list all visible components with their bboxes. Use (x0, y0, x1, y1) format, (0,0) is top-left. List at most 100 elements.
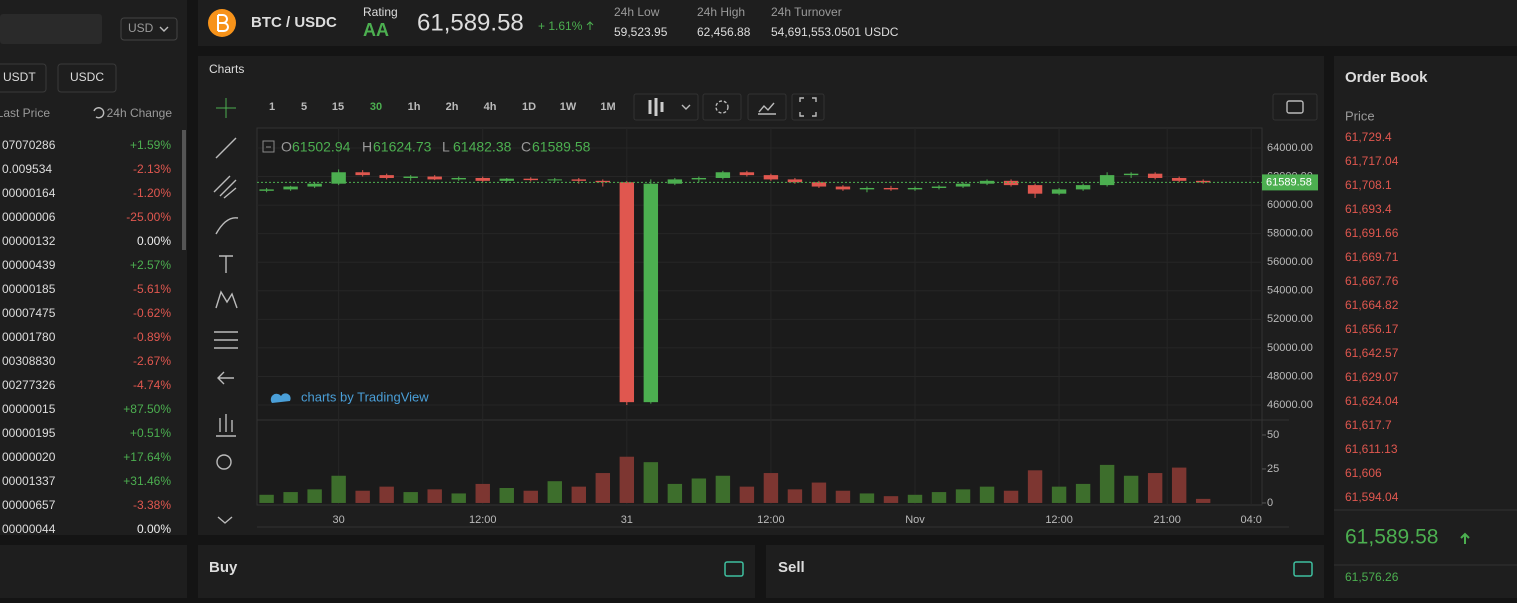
interval[interactable]: 30 (370, 101, 382, 113)
row-change[interactable]: -2.13% (133, 162, 171, 176)
brush-icon[interactable] (215, 217, 239, 235)
row-change[interactable]: -0.62% (133, 306, 171, 320)
tab[interactable] (0, 63, 47, 93)
ask-price[interactable]: 61,693.4 (1345, 202, 1392, 216)
x-tick-label: 12:00 (757, 514, 785, 526)
row-change[interactable]: +1.59% (130, 138, 171, 152)
interval[interactable]: 1h (408, 101, 421, 113)
interval[interactable]: 2h (446, 101, 459, 113)
candle-body (1195, 180, 1211, 183)
ask-price[interactable]: 61,717.04 (1345, 154, 1399, 168)
row-price[interactable]: 07070286 (2, 138, 56, 152)
scrollbar[interactable] (182, 130, 186, 250)
row-price[interactable]: 00000006 (2, 210, 56, 224)
row-price[interactable]: 00000132 (2, 234, 56, 248)
tab[interactable] (57, 63, 117, 93)
text-icon[interactable] (219, 255, 233, 273)
trendline-icon[interactable] (215, 137, 237, 159)
interval[interactable]: 15 (332, 101, 344, 113)
ask-price[interactable]: 61,664.82 (1345, 298, 1399, 312)
row-price[interactable]: 00277326 (2, 378, 56, 392)
row-change[interactable]: +87.50% (123, 402, 171, 416)
ask-price[interactable]: 61,708.1 (1345, 178, 1392, 192)
interval[interactable]: 1M (600, 101, 615, 113)
collapse-icon[interactable] (262, 140, 275, 153)
panel-icon[interactable] (724, 561, 744, 577)
volume-bar (307, 489, 322, 503)
row-change[interactable]: +17.64% (123, 450, 171, 464)
measure-icon[interactable] (214, 331, 238, 349)
more-icon[interactable] (217, 516, 233, 524)
row-price[interactable]: 00000657 (2, 498, 56, 512)
column-header: 24h Change (107, 106, 173, 120)
interval[interactable]: 1D (522, 101, 536, 113)
row-change[interactable]: +31.46% (123, 474, 171, 488)
row-change[interactable]: +0.51% (130, 426, 171, 440)
panel-icon[interactable] (1293, 561, 1313, 577)
row-price[interactable]: 0.009534 (2, 162, 52, 176)
crosshair-icon[interactable] (216, 98, 236, 118)
row-change[interactable]: -1.20% (133, 186, 171, 200)
zoom-icon[interactable] (216, 454, 232, 470)
row-change[interactable]: -0.89% (133, 330, 171, 344)
row-price[interactable]: 00007475 (2, 306, 56, 320)
row-change[interactable]: -3.38% (133, 498, 171, 512)
row-change[interactable]: -25.00% (126, 210, 171, 224)
interval[interactable]: 1 (269, 101, 275, 113)
pattern-icon[interactable] (215, 290, 238, 309)
back-icon[interactable] (217, 371, 234, 385)
fib-icon[interactable] (213, 175, 237, 199)
chart-type-button[interactable] (633, 93, 699, 121)
row-price[interactable]: 00000044 (2, 522, 56, 536)
tab-label: USDT (3, 70, 36, 84)
candle-body (259, 189, 274, 191)
ask-price[interactable]: 61,691.66 (1345, 226, 1399, 240)
row-price[interactable]: 00001337 (2, 474, 56, 488)
row-price[interactable]: 00000195 (2, 426, 56, 440)
candle-body (787, 179, 803, 183)
interval[interactable]: 5 (301, 101, 307, 113)
row-price[interactable]: 00000020 (2, 450, 56, 464)
volume-bar (643, 462, 659, 503)
interval[interactable]: 1W (560, 101, 577, 113)
row-price[interactable]: 00000164 (2, 186, 56, 200)
ask-price[interactable]: 61,729.4 (1345, 130, 1392, 144)
row-price[interactable]: 00000185 (2, 282, 56, 296)
row-change[interactable]: -4.74% (133, 378, 171, 392)
tab-label: USDC (70, 70, 104, 84)
candle-body (739, 172, 755, 176)
ask-price[interactable]: 61,611.13 (1345, 442, 1398, 456)
ask-price[interactable]: 61,629.07 (1345, 370, 1399, 384)
candle-body (931, 186, 947, 188)
row-price[interactable]: 00308830 (2, 354, 56, 368)
ask-price[interactable]: 61,667.76 (1345, 274, 1399, 288)
ask-price[interactable]: 61,594.04 (1345, 490, 1399, 504)
ask-price[interactable]: 61,624.04 (1345, 394, 1399, 408)
candle-icon (648, 98, 664, 116)
indicators-button[interactable] (747, 93, 787, 121)
currency-select[interactable] (120, 17, 178, 41)
fullscreen-button[interactable] (791, 93, 825, 121)
search-box[interactable] (0, 14, 102, 44)
row-price[interactable]: 00001780 (2, 330, 56, 344)
ask-price[interactable]: 61,606 (1345, 466, 1382, 480)
screenshot-button[interactable] (1272, 93, 1318, 121)
row-change[interactable]: 0.00% (137, 522, 171, 536)
row-price[interactable]: 00000015 (2, 402, 56, 416)
row-change[interactable]: +2.57% (130, 258, 171, 272)
ask-price[interactable]: 61,642.57 (1345, 346, 1399, 360)
coin-glyph (217, 14, 229, 32)
row-change[interactable]: -5.61% (133, 282, 171, 296)
ask-price[interactable]: 61,669.71 (1345, 250, 1399, 264)
zoom-candle-icon[interactable] (216, 414, 236, 437)
settings-button[interactable] (702, 93, 742, 121)
ask-price[interactable]: 61,656.17 (1345, 322, 1399, 336)
row-change[interactable]: 0.00% (137, 234, 171, 248)
row-change[interactable]: -2.67% (133, 354, 171, 368)
bid-price[interactable]: 61,576.26 (1345, 570, 1399, 584)
ask-price[interactable]: 61,617.7 (1345, 418, 1392, 432)
row-price[interactable]: 00000439 (2, 258, 56, 272)
interval[interactable]: 4h (484, 101, 497, 113)
candle-body (1099, 175, 1115, 186)
candle-body (451, 177, 466, 180)
